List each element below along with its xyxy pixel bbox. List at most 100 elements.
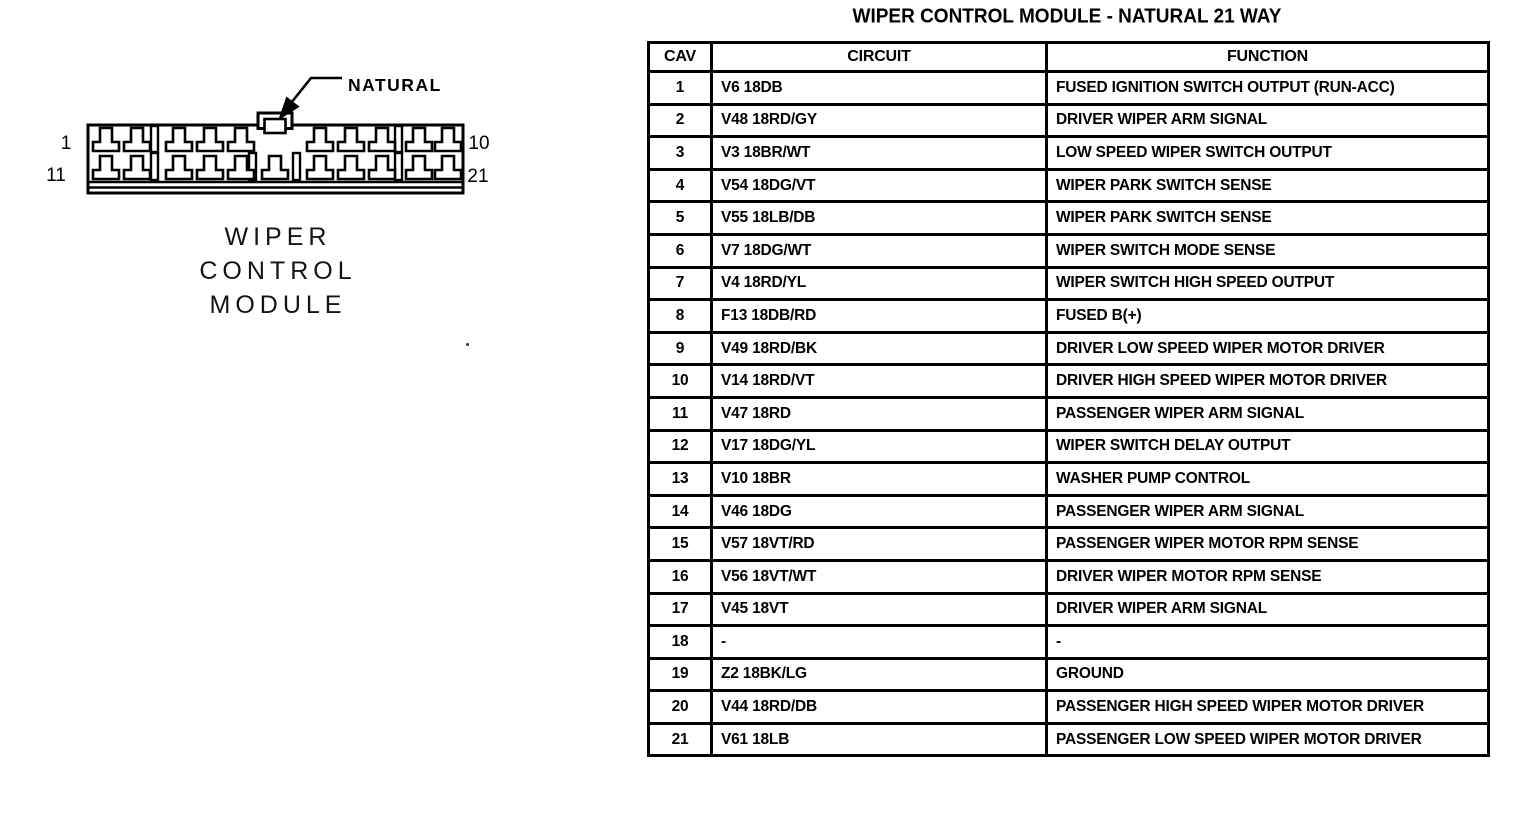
cell-circuit: V61 18LB: [710, 721, 1048, 758]
cell-function: DRIVER WIPER ARM SIGNAL: [1045, 102, 1490, 139]
cell-function: DRIVER WIPER ARM SIGNAL: [1045, 591, 1490, 628]
table-row: 5 V55 18LB/DB WIPER PARK SWITCH SENSE: [647, 200, 1490, 236]
cell-cav: 6: [647, 232, 713, 269]
cell-cav: 5: [647, 200, 713, 236]
connector-color-label: NATURAL: [348, 75, 442, 95]
cell-function: PASSENGER WIPER ARM SIGNAL: [1045, 493, 1490, 530]
cell-cav: 3: [647, 135, 713, 171]
table-row: 1 V6 18DB FUSED IGNITION SWITCH OUTPUT (RU…: [647, 70, 1490, 106]
table-row: 18- -: [647, 624, 1490, 660]
table-row: 2 V48 18RD/GY DRIVER WIPER ARM SIGNAL: [647, 102, 1490, 139]
cell-circuit: V6 18DB: [710, 70, 1048, 106]
cell-function: DRIVER WIPER MOTOR RPM SENSE: [1045, 558, 1490, 595]
cell-function: PASSENGER LOW SPEED WIPER MOTOR DRIVER: [1045, 721, 1490, 758]
module-label-line: WIPER: [224, 223, 332, 251]
cell-function: DRIVER LOW SPEED WIPER MOTOR DRIVER: [1045, 330, 1490, 367]
table-row: 3 V3 18BR/WT LOW SPEED WIPER SWITCH OUTPUT: [647, 135, 1490, 171]
cell-function: WIPER SWITCH DELAY OUTPUT: [1045, 428, 1490, 465]
pin-label-top-right: 10: [468, 133, 489, 154]
page-title: WIPER CONTROL MODULE - NATURAL 21 WAY: [852, 5, 1282, 28]
cell-cav: 8: [647, 298, 713, 334]
cell-circuit: V49 18RD/BK: [710, 330, 1048, 367]
module-label-line: MODULE: [209, 291, 347, 319]
table-row: 9 V49 18RD/BK DRIVER LOW SPEED WIPER MOTOR…: [647, 330, 1490, 367]
table-body: 1 V6 18DB FUSED IGNITION SWITCH OUTPUT (RU…: [647, 70, 1490, 758]
cell-cav: 20: [647, 689, 713, 725]
pin-label-bottom-right: 21: [467, 166, 488, 187]
table-row: 20 V44 18RD/DB PASSENGER HIGH SPEED WIPER …: [647, 689, 1490, 725]
cell-circuit: V45 18VT: [710, 591, 1048, 628]
cell-cav: 15: [647, 526, 713, 562]
cell-cav: 19: [647, 656, 713, 693]
cell-circuit: V54 18DG/VT: [710, 167, 1048, 204]
cell-circuit: V56 18VT/WT: [710, 558, 1048, 595]
cell-cav: 1: [647, 70, 713, 106]
table-header-row: CAV CIRCUIT FUNCTION: [647, 41, 1490, 73]
cell-cav: 13: [647, 461, 713, 497]
table-row: 6 V7 18DG/WT WIPER SWITCH MODE SENSE: [647, 232, 1490, 269]
table-row: 12 V17 18DG/YL WIPER SWITCH DELAY OUTPUT: [647, 428, 1490, 465]
table-row: 16 V56 18VT/WT DRIVER WIPER MOTOR RPM SENS…: [647, 558, 1490, 595]
cell-cav: 16: [647, 558, 713, 595]
cell-cav: 9: [647, 330, 713, 367]
cell-circuit: V17 18DG/YL: [710, 428, 1048, 465]
connector-slots: [149, 124, 404, 182]
table-row: 4 V54 18DG/VT WIPER PARK SWITCH SENSE: [647, 167, 1490, 204]
cell-function: PASSENGER HIGH SPEED WIPER MOTOR DRIVER: [1045, 689, 1490, 725]
cell-cav: 18: [647, 624, 713, 660]
col-header-function: FUNCTION: [1045, 41, 1490, 73]
cell-function: WIPER SWITCH MODE SENSE: [1045, 232, 1490, 269]
cell-circuit: V46 18DG: [710, 493, 1048, 530]
cell-function: GROUND: [1045, 656, 1490, 693]
cell-cav: 21: [647, 721, 713, 758]
cell-circuit: V44 18RD/DB: [710, 689, 1048, 725]
scan-speck: [466, 343, 469, 346]
table-row: 14 V46 18DG PASSENGER WIPER ARM SIGNAL: [647, 493, 1490, 530]
table-row: 8 F13 18DB/RD FUSED B(+): [647, 298, 1490, 334]
cell-circuit: V57 18VT/RD: [710, 526, 1048, 562]
cell-function: WASHER PUMP CONTROL: [1045, 461, 1490, 497]
cell-cav: 7: [647, 265, 713, 302]
cell-cav: 2: [647, 102, 713, 139]
cell-function: WIPER SWITCH HIGH SPEED OUTPUT: [1045, 265, 1490, 302]
cell-function: FUSED B(+): [1045, 298, 1490, 334]
cell-circuit: V48 18RD/GY: [710, 102, 1048, 139]
cell-circuit: V47 18RD: [710, 395, 1048, 432]
cell-circuit: V14 18RD/VT: [710, 363, 1048, 399]
module-label-line: CONTROL: [199, 257, 357, 285]
cell-circuit: V55 18LB/DB: [710, 200, 1048, 236]
cell-circuit: -: [710, 624, 1048, 660]
cell-function: -: [1045, 624, 1490, 660]
table-row: 21 V61 18LB PASSENGER LOW SPEED WIPER MOTO…: [647, 721, 1490, 758]
cell-function: WIPER PARK SWITCH SENSE: [1045, 167, 1490, 204]
table-row: 15 V57 18VT/RD PASSENGER WIPER MOTOR RPM S…: [647, 526, 1490, 562]
natural-callout-arrow: [278, 76, 342, 121]
table-row: 10 V14 18RD/VT DRIVER HIGH SPEED WIPER MOT…: [647, 363, 1490, 399]
cell-function: PASSENGER WIPER MOTOR RPM SENSE: [1045, 526, 1490, 562]
pin-label-top-left: 1: [61, 133, 72, 154]
cell-circuit: Z2 18BK/LG: [710, 656, 1048, 693]
cell-circuit: V3 18BR/WT: [710, 135, 1048, 171]
module-label: WIPER CONTROL MODULE: [168, 220, 388, 322]
cell-function: PASSENGER WIPER ARM SIGNAL: [1045, 395, 1490, 432]
cell-cav: 12: [647, 428, 713, 465]
col-header-circuit: CIRCUIT: [710, 41, 1048, 73]
table-row: 11 V47 18RD PASSENGER WIPER ARM SIGNAL: [647, 395, 1490, 432]
table-row: 7 V4 18RD/YL WIPER SWITCH HIGH SPEED OUTPU…: [647, 265, 1490, 302]
cell-function: WIPER PARK SWITCH SENSE: [1045, 200, 1490, 236]
cell-circuit: V10 18BR: [710, 461, 1048, 497]
cell-circuit: V4 18RD/YL: [710, 265, 1048, 302]
cell-cav: 4: [647, 167, 713, 204]
col-header-cav: CAV: [647, 41, 713, 73]
cell-function: FUSED IGNITION SWITCH OUTPUT (RUN-ACC): [1045, 70, 1490, 106]
table-row: 13 V10 18BR WASHER PUMP CONTROL: [647, 461, 1490, 497]
cell-circuit: V7 18DG/WT: [710, 232, 1048, 269]
connector-diagram: NATURAL 1 11 10 21: [46, 75, 490, 195]
cell-cav: 10: [647, 363, 713, 399]
cell-cav: 14: [647, 493, 713, 530]
cell-circuit: F13 18DB/RD: [710, 298, 1048, 334]
cell-function: DRIVER HIGH SPEED WIPER MOTOR DRIVER: [1045, 363, 1490, 399]
table-row: 19 Z2 18BK/LG GROUND: [647, 656, 1490, 693]
pinout-table: CAV CIRCUIT FUNCTION 1 V6 18DB FUSED IGNIT…: [647, 41, 1490, 758]
